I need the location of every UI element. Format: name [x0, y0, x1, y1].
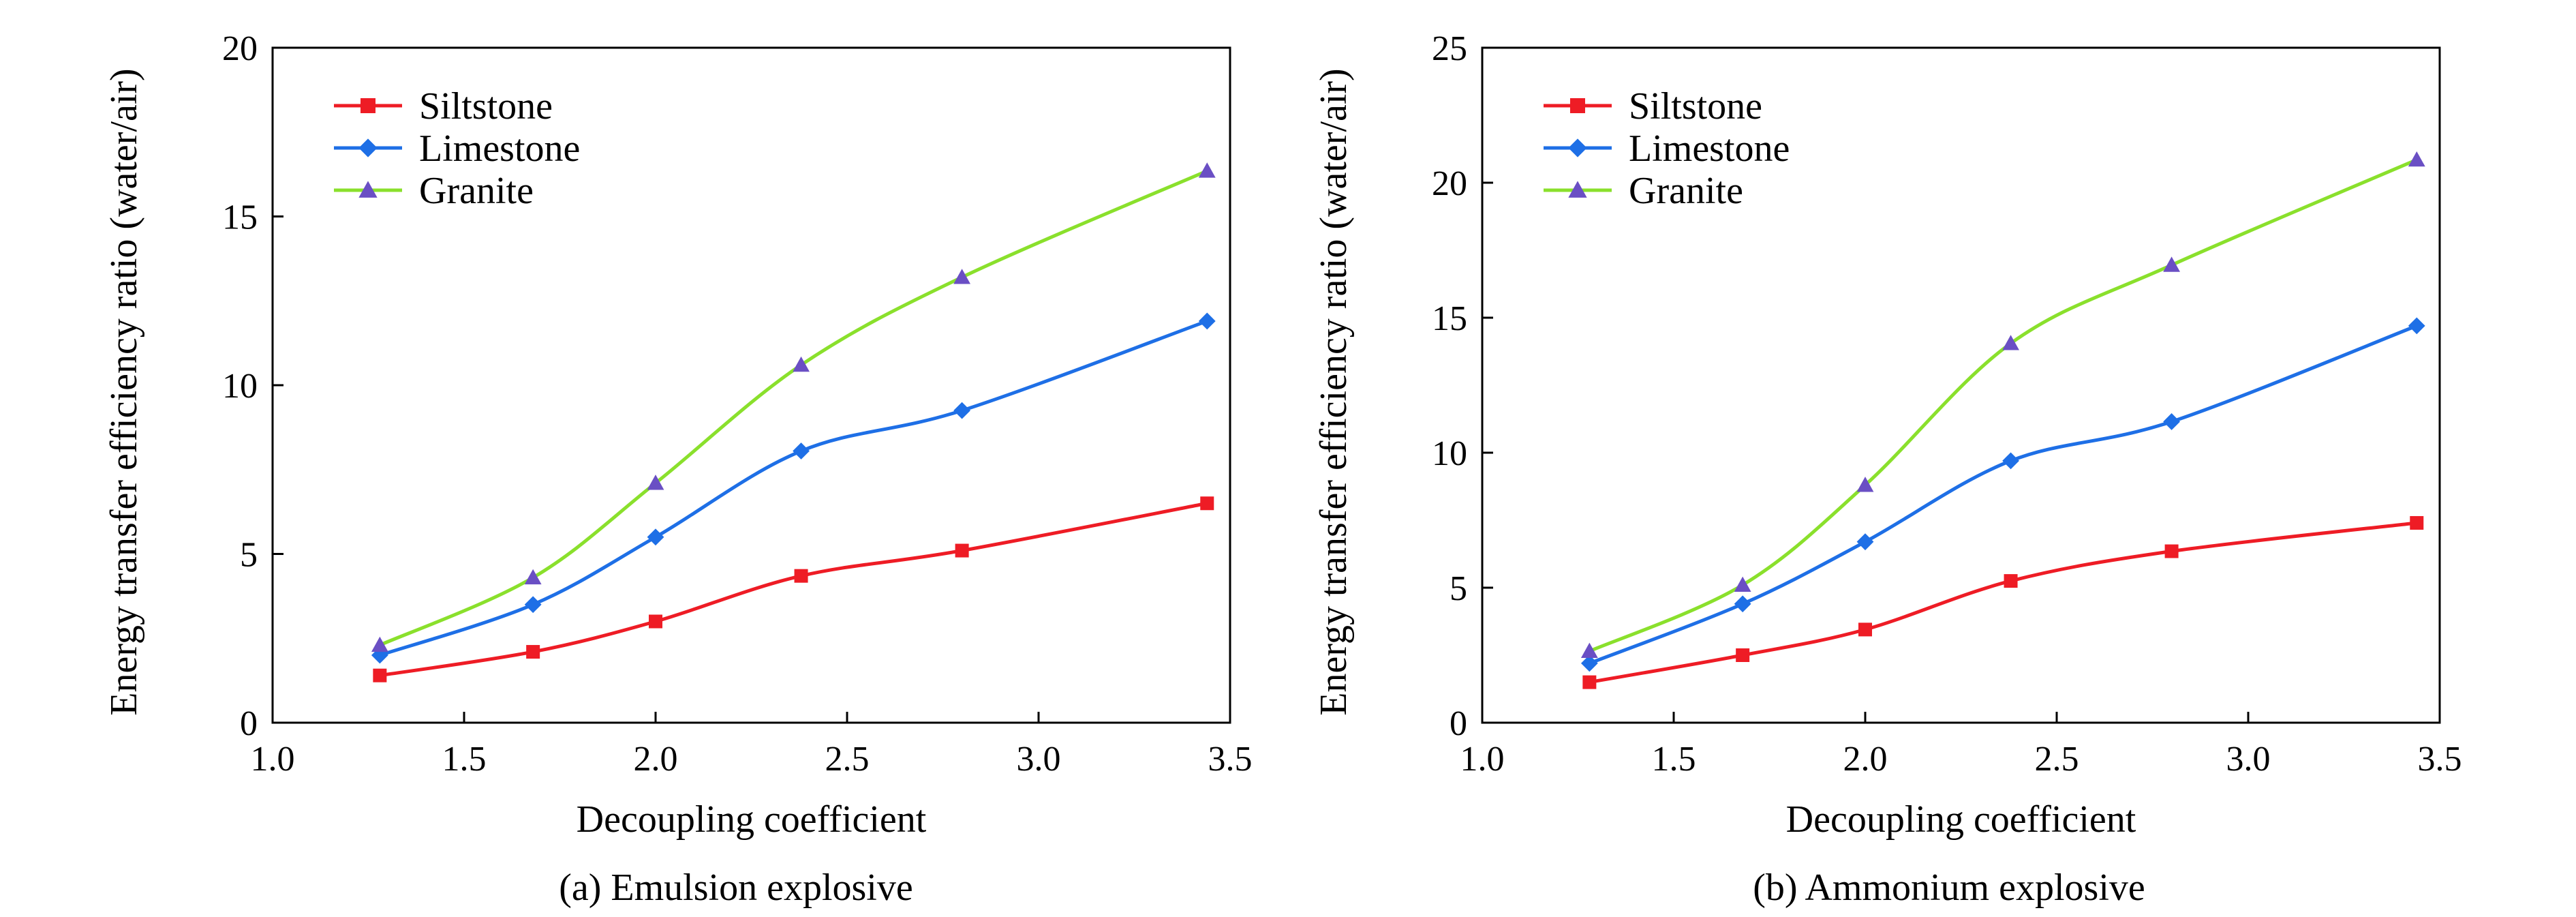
data-point-siltstone	[2004, 574, 2018, 588]
legend-label: Limestone	[1629, 127, 1790, 170]
data-point-granite	[1856, 477, 1874, 492]
chart-panel-b: 1.0 1.5 2.0 2.5 3.0 3.5 0 5 10 15 20 25 Decoupling c…	[1313, 29, 2462, 909]
series-siltstone	[373, 496, 1214, 682]
panel-caption: (a) Emulsion explosive	[559, 867, 913, 909]
data-point-granite	[953, 269, 970, 284]
data-point-siltstone	[955, 543, 969, 558]
data-point-siltstone	[373, 668, 387, 682]
data-point-granite	[2408, 151, 2425, 167]
data-point-limestone	[1856, 533, 1874, 551]
x-tick-label: 2.5	[2035, 740, 2079, 779]
plot-frame	[271, 46, 1231, 724]
series-granite	[1580, 151, 2425, 658]
series-line-granite	[379, 169, 1208, 647]
data-point-granite	[647, 475, 664, 490]
data-point-granite	[1734, 576, 1751, 592]
legend-marker	[358, 138, 378, 157]
y-tick-label: 15	[222, 198, 258, 237]
legend-marker	[1568, 181, 1587, 198]
series-siltstone	[1582, 515, 2424, 689]
x-axis-title: Decoupling coefficient	[1786, 798, 2136, 841]
legend-label: Granite	[419, 170, 534, 212]
legend-marker	[361, 98, 375, 113]
series-line-limestone	[1589, 324, 2418, 665]
data-point-siltstone	[2164, 544, 2179, 558]
y-tick-label: 10	[222, 367, 258, 406]
data-point-granite	[1580, 642, 1598, 658]
data-point-granite	[371, 636, 388, 652]
data-point-limestone	[1198, 312, 1216, 330]
data-point-granite	[524, 569, 542, 585]
data-point-limestone	[2163, 413, 2180, 430]
data-point-siltstone	[794, 569, 808, 583]
x-tick-label: 3.5	[2418, 740, 2462, 779]
x-tick-label: 1.5	[1652, 740, 1696, 779]
data-point-limestone	[953, 402, 970, 419]
data-point-siltstone	[2410, 515, 2424, 530]
data-point-limestone	[524, 596, 542, 614]
data-point-siltstone	[1582, 675, 1597, 689]
legend-label: Siltstone	[419, 85, 553, 127]
data-point-granite	[793, 356, 810, 372]
series-granite	[371, 162, 1216, 652]
legend-marker	[358, 181, 378, 198]
series-line-siltstone	[1589, 521, 2417, 685]
data-point-limestone	[1734, 595, 1751, 613]
data-point-siltstone	[1858, 622, 1872, 637]
data-point-limestone	[793, 442, 810, 460]
plot-frame	[1481, 46, 2441, 724]
series-line-granite	[1589, 158, 2418, 653]
y-axis-title: Energy transfer efficiency ratio (water/…	[1313, 68, 1355, 715]
y-tick-label: 0	[1450, 704, 1467, 743]
data-point-siltstone	[1736, 648, 1750, 662]
data-point-limestone	[1580, 655, 1598, 672]
y-tick-label: 20	[222, 29, 258, 68]
data-point-siltstone	[649, 614, 662, 629]
x-tick-label: 1.5	[442, 740, 487, 779]
x-tick-label: 3.0	[2226, 740, 2271, 779]
x-tick-label: 3.5	[1208, 740, 1253, 779]
data-point-siltstone	[1200, 496, 1214, 511]
data-point-granite	[2163, 256, 2180, 272]
series-limestone	[1580, 317, 2425, 672]
legend-label: Granite	[1629, 170, 1743, 212]
y-tick-label: 5	[240, 536, 258, 575]
y-tick-label: 25	[1432, 29, 1467, 68]
x-tick-label: 2.0	[1843, 740, 1888, 779]
y-tick-label: 20	[1432, 164, 1467, 203]
y-tick-label: 0	[240, 704, 258, 743]
legend-label: Siltstone	[1629, 85, 1762, 127]
x-tick-label: 2.0	[634, 740, 678, 779]
data-point-granite	[1198, 162, 1216, 178]
series-limestone	[371, 312, 1216, 664]
series-line-siltstone	[379, 501, 1208, 678]
x-tick-label: 2.5	[825, 740, 870, 779]
legend-marker	[1570, 98, 1585, 113]
panel-caption: (b) Ammonium explosive	[1753, 867, 2145, 909]
data-point-siltstone	[526, 645, 540, 659]
x-tick-label: 3.0	[1017, 740, 1061, 779]
data-point-granite	[2002, 335, 2019, 350]
x-axis-title: Decoupling coefficient	[577, 798, 927, 841]
chart-panel-a: 1.0 1.5 2.0 2.5 3.0 3.5 0 5 10 15 20 Decoupling coe…	[103, 29, 1253, 909]
data-point-limestone	[647, 528, 664, 546]
data-point-limestone	[2408, 317, 2425, 335]
data-point-limestone	[2002, 452, 2019, 470]
legend-label: Limestone	[419, 127, 580, 170]
x-tick-label: 1.0	[1460, 740, 1505, 779]
legend-marker	[1568, 138, 1587, 157]
y-axis-title: Energy transfer efficiency ratio (water/…	[103, 68, 145, 715]
y-tick-label: 5	[1450, 569, 1467, 608]
x-tick-label: 1.0	[251, 740, 295, 779]
series-line-limestone	[379, 319, 1208, 657]
y-tick-label: 10	[1432, 434, 1467, 473]
y-tick-label: 15	[1432, 299, 1467, 338]
